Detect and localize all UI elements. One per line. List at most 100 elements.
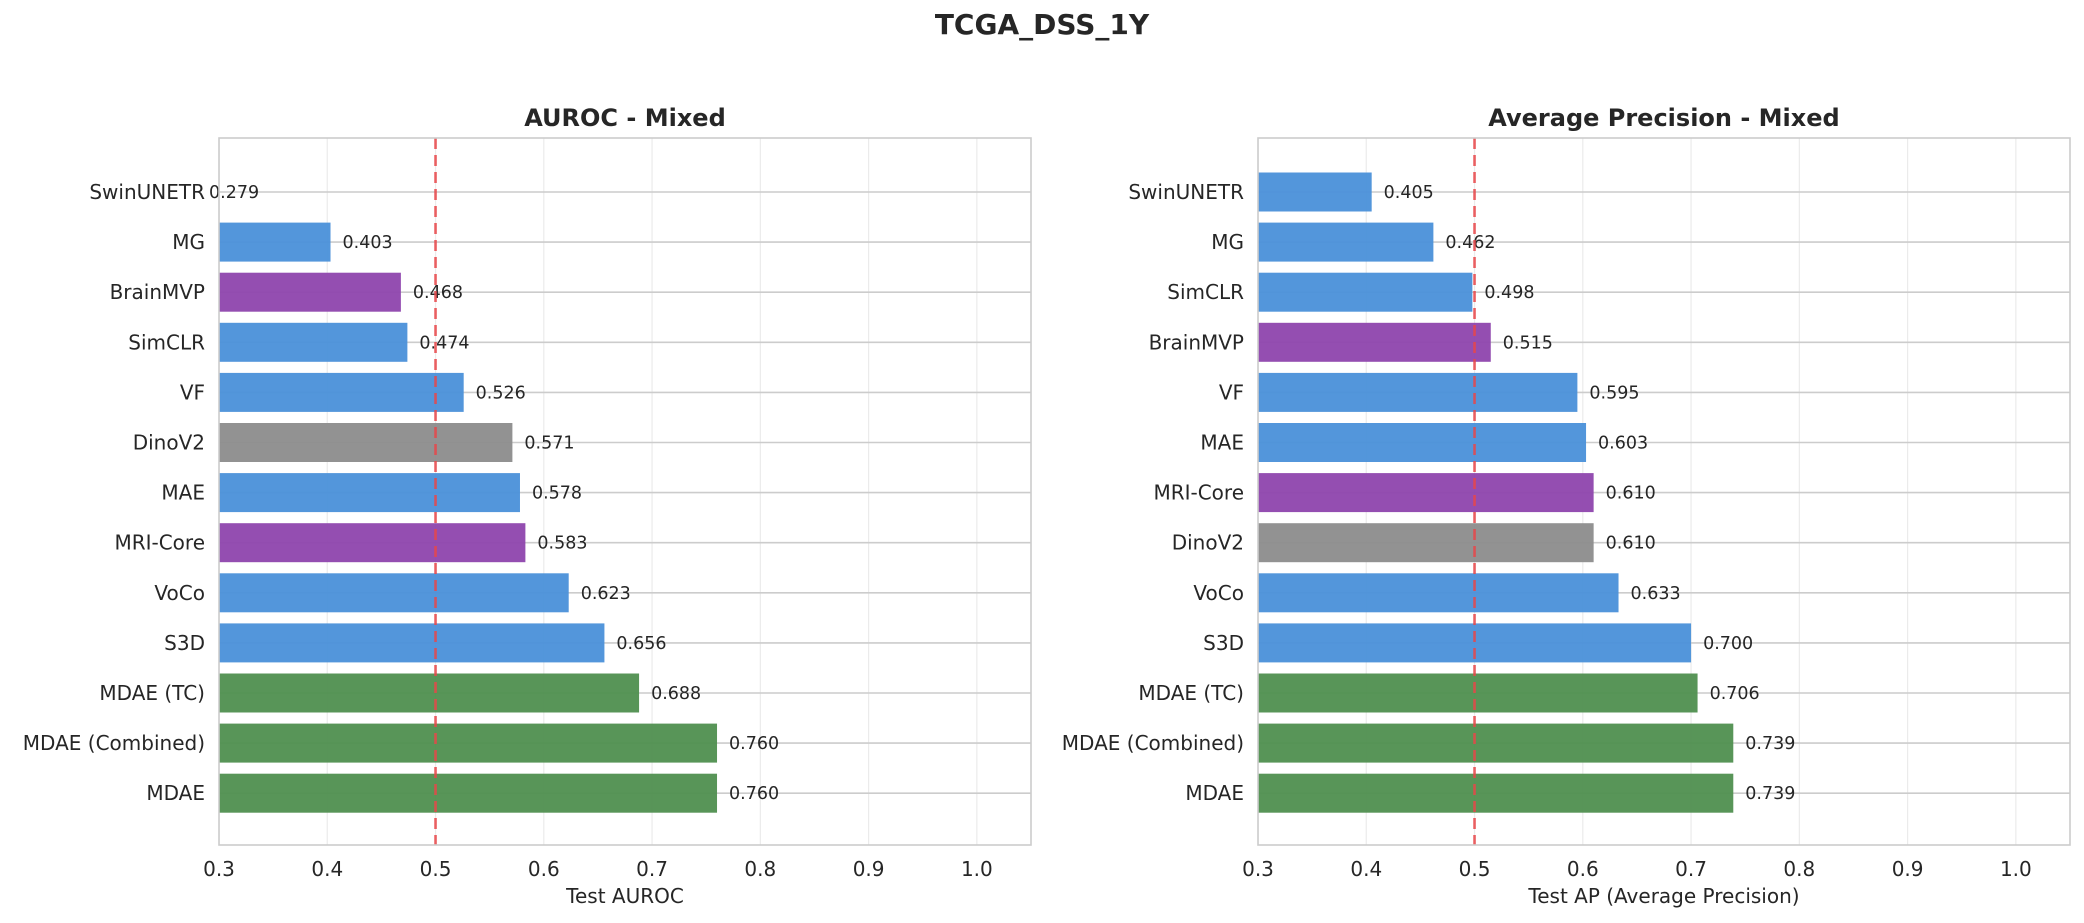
- category-label: MDAE (Combined): [23, 731, 205, 755]
- category-label: SimCLR: [128, 330, 205, 354]
- bar-voco: [1258, 573, 1619, 613]
- category-label: DinoV2: [133, 431, 205, 455]
- value-label: 0.760: [729, 784, 779, 804]
- bar-mdae: [1258, 773, 1734, 813]
- category-label: SwinUNETR: [1128, 180, 1244, 204]
- category-label: MDAE (TC): [99, 681, 205, 705]
- value-label: 0.526: [476, 383, 526, 403]
- value-label: 0.571: [524, 434, 574, 454]
- value-label: 0.623: [581, 584, 631, 604]
- x-tick-label: 0.6: [1567, 857, 1599, 881]
- bar-mri-core: [219, 523, 526, 563]
- category-label: MG: [1211, 230, 1244, 254]
- category-label: MAE: [1200, 431, 1244, 455]
- x-tick-label: 1.0: [961, 857, 993, 881]
- average-precision-chart: 0.405 SwinUNETR 0.462 MG 0.498 SimCLR 0.515 Bra…: [1062, 104, 2071, 908]
- bar-simclr: [219, 322, 408, 362]
- bar-mdae-combined: [1258, 723, 1734, 763]
- bar-mg: [219, 222, 331, 262]
- category-label: VF: [180, 380, 205, 404]
- value-label: 0.515: [1503, 333, 1553, 353]
- category-label: MDAE: [146, 781, 205, 805]
- bar-mdae: [219, 773, 718, 813]
- value-label: 0.498: [1484, 283, 1534, 303]
- value-label: 0.279: [209, 183, 259, 203]
- value-label: 0.474: [419, 333, 469, 353]
- bar-brainmvp: [219, 272, 401, 312]
- x-axis-label: Test AUROC: [565, 884, 684, 908]
- bar-vf: [219, 372, 464, 412]
- chart-title: Average Precision - Mixed: [1488, 104, 1839, 132]
- x-tick-label: 1.0: [2000, 857, 2032, 881]
- bar-mdae-tc: [1258, 673, 1698, 713]
- category-label: DinoV2: [1172, 531, 1244, 555]
- x-tick-label: 0.4: [1350, 857, 1382, 881]
- chart-title: AUROC - Mixed: [524, 104, 726, 132]
- category-label: MDAE (Combined): [1062, 731, 1244, 755]
- value-label: 0.739: [1745, 784, 1795, 804]
- x-tick-label: 0.7: [636, 857, 668, 881]
- value-label: 0.405: [1384, 183, 1434, 203]
- bar-simclr: [1258, 272, 1473, 312]
- category-label: S3D: [164, 631, 205, 655]
- value-label: 0.656: [616, 634, 666, 654]
- plot-frame: [218, 137, 1032, 846]
- value-label: 0.578: [532, 484, 582, 504]
- bar-brainmvp: [1258, 322, 1491, 362]
- bar-dinov2: [1258, 523, 1594, 563]
- category-label: MDAE: [1185, 781, 1244, 805]
- category-label: MRI-Core: [114, 531, 205, 555]
- x-tick-label: 0.8: [744, 857, 776, 881]
- value-label: 0.468: [413, 283, 463, 303]
- x-tick-label: 0.3: [1242, 857, 1274, 881]
- bar-swinunetr: [1258, 172, 1372, 212]
- category-label: VoCo: [1193, 581, 1244, 605]
- x-tick-label: 0.5: [420, 857, 452, 881]
- category-label: MG: [172, 230, 205, 254]
- x-tick-label: 0.7: [1675, 857, 1707, 881]
- value-label: 0.583: [537, 534, 587, 554]
- bar-s3d: [219, 623, 605, 663]
- x-tick-label: 0.3: [203, 857, 235, 881]
- bar-vf: [1258, 372, 1578, 412]
- category-label: SwinUNETR: [89, 180, 205, 204]
- x-axis-label: Test AP (Average Precision): [1527, 884, 1799, 908]
- category-label: MAE: [161, 481, 205, 505]
- value-label: 0.603: [1598, 434, 1648, 454]
- value-label: 0.706: [1710, 684, 1760, 704]
- value-label: 0.633: [1631, 584, 1681, 604]
- bar-mae: [219, 473, 520, 513]
- value-label: 0.462: [1445, 233, 1495, 253]
- bar-mg: [1258, 222, 1434, 262]
- x-tick-label: 0.5: [1459, 857, 1491, 881]
- category-label: BrainMVP: [1149, 330, 1244, 354]
- bar-mdae-combined: [219, 723, 718, 763]
- figure-title: TCGA_DSS_1Y: [934, 8, 1150, 41]
- category-label: BrainMVP: [110, 280, 205, 304]
- value-label: 0.688: [651, 684, 701, 704]
- x-tick-label: 0.8: [1783, 857, 1815, 881]
- bar-voco: [219, 573, 569, 613]
- category-label: VoCo: [154, 581, 205, 605]
- category-label: S3D: [1203, 631, 1244, 655]
- category-label: MDAE (TC): [1138, 681, 1244, 705]
- category-label: SimCLR: [1167, 280, 1244, 304]
- category-label: VF: [1219, 380, 1244, 404]
- x-tick-label: 0.9: [1892, 857, 1924, 881]
- value-label: 0.403: [343, 233, 393, 253]
- bar-dinov2: [219, 423, 513, 462]
- value-label: 0.760: [729, 734, 779, 754]
- x-tick-label: 0.6: [528, 857, 560, 881]
- value-label: 0.610: [1606, 484, 1656, 504]
- category-label: MRI-Core: [1153, 481, 1244, 505]
- value-label: 0.610: [1606, 534, 1656, 554]
- value-label: 0.595: [1589, 383, 1639, 403]
- value-label: 0.739: [1745, 734, 1795, 754]
- bar-mdae-tc: [219, 673, 640, 713]
- value-label: 0.700: [1703, 634, 1753, 654]
- bar-mri-core: [1258, 473, 1594, 513]
- plot-frame: [1257, 137, 2071, 846]
- bar-mae: [1258, 423, 1587, 462]
- x-tick-label: 0.4: [311, 857, 343, 881]
